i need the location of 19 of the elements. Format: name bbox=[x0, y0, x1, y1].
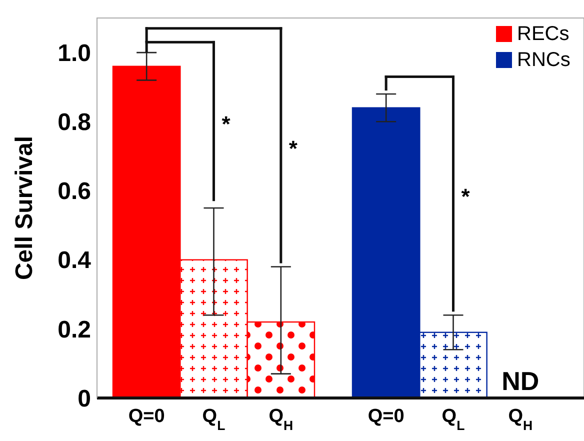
legend-label: RNCs bbox=[517, 49, 570, 71]
y-tick-label: 1.0 bbox=[58, 40, 91, 67]
annotation: * bbox=[222, 112, 231, 137]
x-tick-label: Q$_{H}$ bbox=[268, 406, 294, 432]
annotation: ND bbox=[502, 366, 540, 396]
x-tick-label: Q=0 bbox=[368, 406, 404, 427]
x-tick-label: Q$_{H}$ bbox=[508, 406, 533, 432]
y-tick-label: 0.8 bbox=[58, 109, 91, 136]
y-tick-label: 0 bbox=[78, 385, 91, 412]
y-tick-label: 0.6 bbox=[58, 178, 91, 206]
x-tick-label: Q=0 bbox=[128, 406, 165, 427]
annotation: * bbox=[461, 184, 470, 210]
x-tick-label: Q$_{L}$ bbox=[202, 406, 226, 432]
legend-label: RECs bbox=[517, 23, 570, 45]
x-tick-label: Q$_{L}$ bbox=[442, 406, 465, 432]
y-tick-label: 0.2 bbox=[58, 316, 91, 344]
annotation: * bbox=[288, 136, 298, 161]
y-axis-title: Cell Survival bbox=[11, 136, 38, 280]
y-tick-label: 0.4 bbox=[58, 247, 92, 274]
